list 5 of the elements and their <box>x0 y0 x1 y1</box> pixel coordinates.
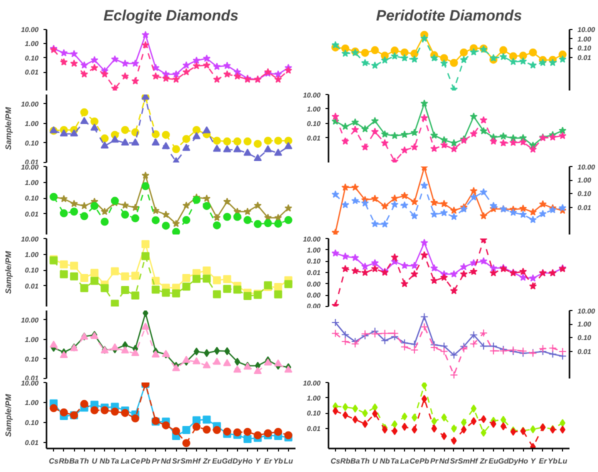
y-axis-title: Sample/PM <box>4 106 13 150</box>
chart-title: Peridotite Diamonds <box>376 8 522 24</box>
y-axis-title: Sample/PM <box>4 394 13 437</box>
chart-title: Eclogite Diamonds <box>103 8 239 24</box>
y-axis-title: Sample/PM <box>4 250 13 294</box>
